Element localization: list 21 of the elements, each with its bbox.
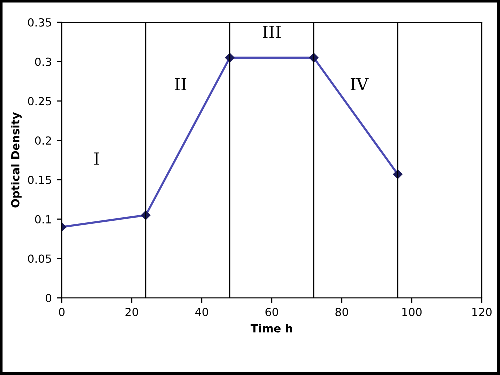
annotation: I <box>94 152 100 165</box>
y-tick-label: 0.25 <box>28 97 52 106</box>
annotation: II <box>175 78 187 90</box>
x-tick-label: 120 <box>472 308 492 316</box>
x-tick-label: 100 <box>402 308 422 316</box>
annotation: III <box>263 26 281 38</box>
y-tick-label: 0.3 <box>35 58 52 66</box>
y-tick-label: 0.2 <box>35 136 52 146</box>
y-tick-label: 0.1 <box>35 215 52 224</box>
y-tick-label: 0.05 <box>28 254 52 264</box>
y-axis-title: Optical Density <box>11 112 22 208</box>
x-axis-title: Time h <box>250 324 292 333</box>
x-tick-label: 0 <box>59 308 65 316</box>
y-tick-label: 0 <box>46 294 52 303</box>
x-tick-label: 60 <box>266 308 278 316</box>
x-tick-label: 20 <box>126 308 138 316</box>
y-tick-label: 0.15 <box>28 176 52 184</box>
x-tick-label: 40 <box>195 308 208 316</box>
annotation: IV <box>350 78 369 90</box>
y-tick-label: 0.35 <box>28 18 52 27</box>
x-tick-label: 80 <box>336 308 348 316</box>
